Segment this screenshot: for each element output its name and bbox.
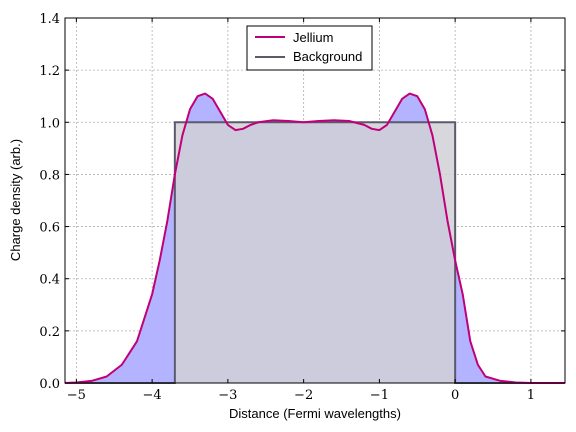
- legend-label-jellium: Jellium: [293, 30, 333, 45]
- x-tick-label: −2: [294, 388, 313, 403]
- y-tick-label: 1.0: [39, 116, 60, 131]
- x-tick-label: 0: [451, 388, 459, 403]
- x-tick-label: −3: [218, 388, 237, 403]
- y-axis: 0.0 0.2 0.4 0.6 0.8 1.0 1.2 1.4: [39, 12, 565, 392]
- x-tick-label: 1: [527, 388, 535, 403]
- background-area: [65, 122, 565, 383]
- area-fills: [65, 93, 565, 384]
- y-tick-label: 0.6: [39, 221, 60, 236]
- legend: Jellium Background: [246, 25, 373, 71]
- plot-frame: [64, 17, 566, 384]
- legend-box: [246, 25, 373, 71]
- jellium-line: [64, 92, 565, 384]
- y-tick-label: 0.2: [39, 325, 60, 340]
- x-axis: −5 −4 −3 −2 −1 0 1: [67, 18, 535, 403]
- x-tick-label: −1: [370, 388, 389, 403]
- legend-label-background: Background: [293, 49, 362, 64]
- y-tick-label: 0.4: [39, 273, 60, 288]
- y-tick-label: 1.2: [39, 64, 60, 79]
- y-tick-label: 0.8: [39, 168, 60, 183]
- x-tick-label: −5: [67, 388, 86, 403]
- x-tick-label: −4: [143, 388, 162, 403]
- x-axis-title: Distance (Fermi wavelengths): [229, 406, 401, 421]
- y-tick-label: 1.4: [39, 12, 60, 27]
- y-tick-label: 0.0: [39, 377, 60, 392]
- y-axis-title: Charge density (arb.): [8, 139, 23, 261]
